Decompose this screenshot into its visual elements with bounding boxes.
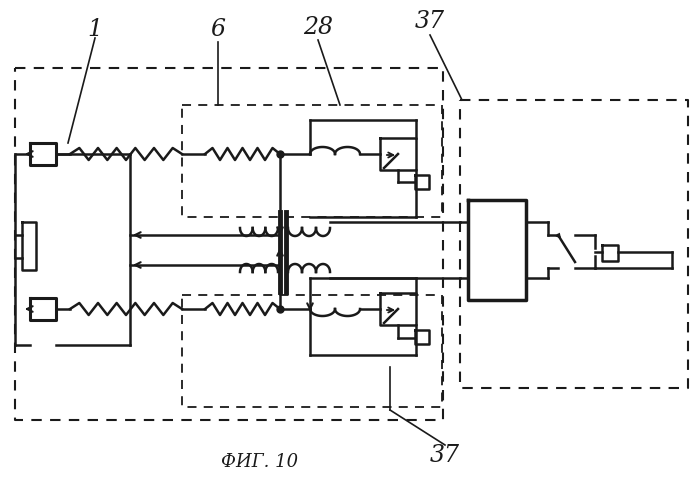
Text: 37: 37 bbox=[415, 11, 445, 34]
Text: 28: 28 bbox=[303, 16, 333, 39]
Text: 1: 1 bbox=[88, 19, 102, 41]
Text: ФИГ. 10: ФИГ. 10 bbox=[221, 453, 299, 471]
Text: 6: 6 bbox=[211, 19, 225, 41]
Text: 37: 37 bbox=[430, 444, 460, 467]
